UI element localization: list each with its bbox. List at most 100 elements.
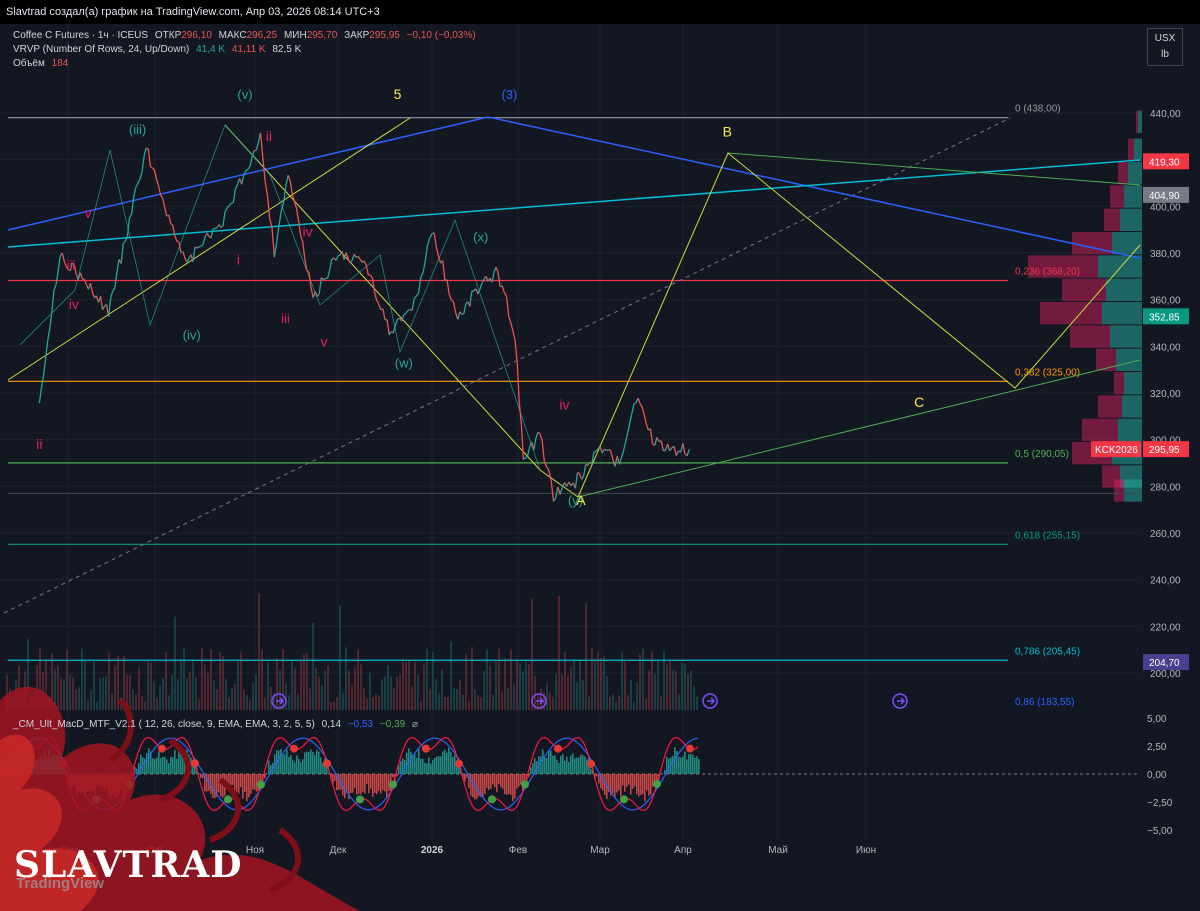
vp-bar-up — [1098, 255, 1142, 278]
volume-bar — [93, 661, 95, 710]
macd-hist — [486, 774, 488, 788]
macd-hist — [502, 774, 504, 789]
volume-bar — [411, 686, 413, 710]
volume-bar — [306, 653, 308, 710]
macd-hist — [568, 762, 570, 774]
macd-hist — [692, 754, 694, 774]
macd-hist — [600, 774, 602, 789]
price-segment — [63, 261, 67, 267]
price-segment — [535, 432, 539, 440]
price-segment — [591, 452, 595, 465]
volume-bar — [399, 674, 401, 710]
settings-icon[interactable]: ⌀ — [412, 719, 419, 730]
unit-label: lb — [1161, 49, 1169, 60]
macd-hist — [284, 754, 286, 774]
macd-hist — [656, 774, 658, 783]
price-axis-label: 400,00 — [1150, 202, 1181, 213]
volume-bar — [546, 683, 548, 710]
macd-hist — [310, 749, 312, 774]
price-axis-label: 360,00 — [1150, 296, 1181, 307]
wave-label: v — [85, 205, 92, 221]
macd-hist — [134, 767, 136, 774]
volume-bars — [6, 593, 698, 710]
price-segment — [641, 406, 645, 416]
price-segment — [631, 404, 635, 414]
price-segment — [417, 277, 422, 294]
macd-hist — [610, 774, 612, 796]
price-segment — [622, 441, 627, 452]
wave-label: iii — [281, 311, 290, 326]
macd-hist — [440, 756, 442, 774]
macd-hist — [266, 773, 268, 774]
price-segment — [620, 450, 625, 458]
volume-bar — [396, 676, 398, 710]
volume-bar — [198, 699, 200, 710]
macd-hist — [378, 774, 380, 792]
price-segment — [291, 194, 296, 202]
macd-hist — [640, 774, 642, 796]
volume-bar — [27, 639, 29, 710]
macd-hist — [166, 759, 168, 774]
volume-bar — [333, 701, 335, 710]
macd-hist — [290, 755, 292, 774]
volume-bar — [315, 668, 317, 710]
replay-icons[interactable] — [271, 693, 908, 709]
macd-hist — [436, 756, 438, 774]
volume-bar — [681, 663, 683, 710]
macd-hist — [172, 757, 174, 774]
macd-hist — [428, 757, 430, 774]
volume-bar — [456, 688, 458, 710]
price-segment — [77, 272, 81, 280]
volume-bar — [444, 696, 446, 710]
macd-hist — [412, 754, 414, 774]
macd-hist — [366, 774, 368, 785]
price-segment — [585, 463, 588, 467]
fib-levels: 0 (438,00) 0,236 (368,20) 0,382 (325,00) 0,… — [8, 104, 1140, 708]
macd-hist — [472, 774, 474, 798]
price-segment — [401, 314, 405, 322]
macd-hist — [666, 756, 668, 774]
volume-bar — [318, 676, 320, 710]
volume-bar — [207, 672, 209, 710]
fib-label: 0,236 (368,20) — [1015, 267, 1080, 278]
macd-hist — [176, 758, 178, 774]
volume-bar — [678, 694, 680, 710]
volume-bar — [117, 656, 119, 710]
volume-bar — [429, 689, 431, 710]
macd-hist — [426, 763, 428, 774]
macd-hist — [424, 762, 426, 774]
volume-bar — [285, 683, 287, 710]
macd-hist — [554, 755, 556, 774]
price-segment — [557, 486, 561, 495]
price-segment — [200, 244, 204, 247]
macd-hist — [690, 753, 692, 774]
price-segment — [347, 257, 351, 264]
volume-bar — [534, 676, 536, 710]
macd-hist — [416, 757, 418, 774]
volume-bar — [66, 649, 68, 710]
price-segment — [53, 284, 57, 291]
price-chart[interactable]: 0 (438,00) 0,236 (368,20) 0,382 (325,00) 0,… — [0, 24, 1200, 911]
volume-bar — [189, 671, 191, 710]
price-segment — [420, 272, 424, 278]
volume-bar — [369, 672, 371, 710]
volume-bar — [573, 658, 575, 710]
vp-bar-up — [1116, 348, 1142, 372]
price-segment — [295, 208, 300, 221]
macd-hist — [180, 749, 182, 774]
macd-hist — [644, 774, 646, 802]
volume-bar — [513, 684, 515, 710]
volume-bar — [549, 692, 551, 710]
wave-labels: (v) 5 (3)BC(iii)(iv)(w)(x)(y)Aiiiiiivviiii… — [36, 86, 924, 508]
macd-hist — [576, 757, 578, 774]
price-segment — [411, 298, 415, 311]
unit-selector[interactable]: USX lb — [1147, 28, 1183, 66]
macd-hist — [618, 774, 620, 791]
macd-hist — [544, 757, 546, 774]
price-segment — [282, 185, 287, 203]
macd-hist — [312, 752, 314, 774]
price-segment — [526, 446, 531, 457]
macd-hist — [382, 774, 384, 791]
macd-hist — [184, 757, 186, 774]
volume-bar — [507, 688, 509, 710]
